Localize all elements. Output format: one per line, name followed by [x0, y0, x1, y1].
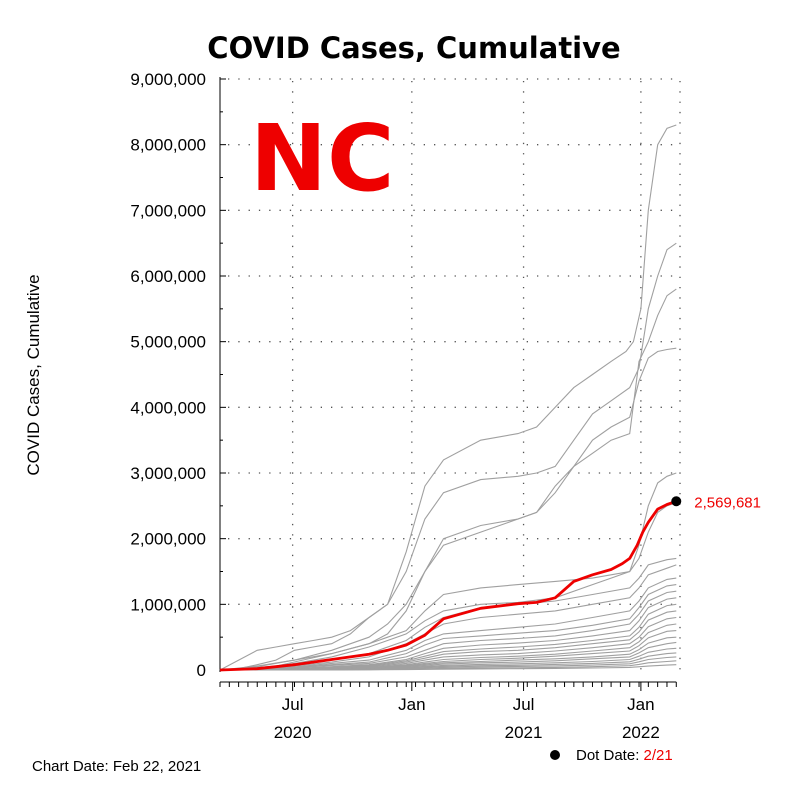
- end-point-dot: [671, 496, 682, 507]
- series-line-other: [219, 347, 677, 671]
- series-line-other: [219, 242, 677, 671]
- other-series-group: [219, 124, 677, 671]
- y-tick-label: 3,000,000: [130, 464, 206, 483]
- series-line-other: [220, 664, 677, 671]
- axes: 0 1,000,000 2,000,000 3,000,000 4,000,000 5,0…: [130, 70, 677, 742]
- series-line-other: [219, 472, 677, 671]
- y-tick-label: 2,000,000: [130, 530, 206, 549]
- x-tick-label-month: Jul: [282, 695, 304, 714]
- chart-title: COVID Cases, Cumulative: [207, 31, 620, 65]
- series-line-other: [219, 597, 677, 671]
- series-line-other: [219, 590, 677, 671]
- highlight-series-group: [219, 499, 677, 672]
- series-line-other: [219, 124, 677, 671]
- y-tick-label: 8,000,000: [130, 136, 206, 155]
- x-tick-label-month: Jan: [398, 695, 425, 714]
- series-line-nc: [219, 499, 677, 672]
- x-tick-label-year: 2021: [505, 723, 543, 742]
- series-line-other: [219, 584, 677, 671]
- y-tick-label: 6,000,000: [130, 267, 206, 286]
- y-tick-label: 0: [197, 661, 206, 680]
- dot-date-prefix: Dot Date:: [576, 747, 644, 764]
- y-tick-label: 7,000,000: [130, 201, 206, 220]
- end-point-label: 2,569,681: [694, 494, 761, 511]
- y-axis-label: COVID Cases, Cumulative: [24, 274, 43, 475]
- y-tick-label: 9,000,000: [130, 70, 206, 89]
- series-line-other: [219, 502, 677, 671]
- dot-date-legend-dot: [550, 750, 560, 760]
- series-line-other: [219, 288, 677, 671]
- chart-date: Chart Date: Feb 22, 2021: [32, 758, 201, 775]
- state-label: NC: [250, 105, 395, 212]
- series-line-other: [219, 577, 677, 671]
- y-tick-label: 1,000,000: [130, 595, 206, 614]
- y-tick-label: 4,000,000: [130, 398, 206, 417]
- x-tick-label-year: 2022: [622, 723, 660, 742]
- series-line-other: [219, 564, 677, 671]
- dot-date: Dot Date: 2/21: [576, 747, 673, 764]
- x-tick-label-month: Jul: [513, 695, 535, 714]
- dot-date-value: 2/21: [644, 747, 673, 764]
- x-tick-label-month: Jan: [627, 695, 654, 714]
- x-tick-label-year: 2020: [274, 723, 312, 742]
- y-tick-label: 5,000,000: [130, 333, 206, 352]
- end-marks: 2,569,681: [671, 494, 761, 511]
